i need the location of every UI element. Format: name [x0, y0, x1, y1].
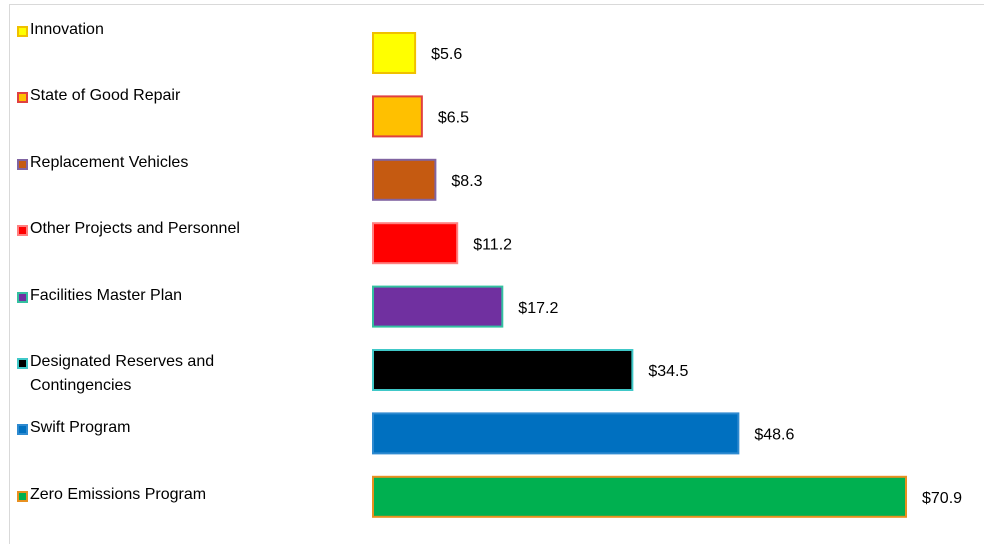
- value-label: $48.6: [754, 427, 794, 444]
- legend-swatch: [17, 424, 28, 436]
- chart-frame: [9, 4, 984, 544]
- legend-entry: Designated Reserves and Contingencies: [17, 350, 337, 398]
- category-label: Designated Reserves and Contingencies: [30, 353, 215, 394]
- bar: [372, 95, 423, 138]
- value-label: $5.6: [431, 46, 462, 63]
- category-label: Zero Emissions Program: [30, 485, 207, 503]
- legend-entry: Swift Program: [17, 416, 337, 440]
- legend-swatch: [17, 358, 28, 369]
- legend-swatch: [17, 490, 28, 502]
- category-label: Swift Program: [30, 419, 131, 437]
- legend-entry: State of Good Repair: [17, 84, 337, 108]
- legend-entry: Replacement Vehicles: [17, 151, 337, 175]
- category-label: Facilities Master Plan: [30, 286, 183, 304]
- bar: [372, 412, 740, 455]
- legend-entry: Innovation: [17, 18, 337, 42]
- legend-entry: Facilities Master Plan: [17, 284, 337, 308]
- legend-swatch: [17, 26, 28, 37]
- bar: [372, 285, 504, 328]
- value-label: $70.9: [922, 490, 962, 507]
- bar: [372, 158, 437, 201]
- value-label: $11.2: [473, 236, 512, 253]
- category-label: Other Projects and Personnel: [30, 220, 240, 238]
- bar: [372, 349, 634, 391]
- legend-swatch: [17, 92, 28, 104]
- value-label: $6.5: [438, 110, 469, 127]
- legend-swatch: [17, 158, 28, 170]
- category-label: State of Good Repair: [30, 87, 181, 105]
- bar: [372, 475, 907, 518]
- bar: [372, 32, 417, 74]
- bar: [372, 222, 459, 265]
- value-label: $17.2: [518, 300, 558, 317]
- legend-entry: Other Projects and Personnel: [17, 217, 337, 241]
- legend-entry: Zero Emissions Program: [17, 483, 337, 507]
- legend-swatch: [17, 291, 28, 303]
- value-label: $8.3: [451, 173, 482, 190]
- value-label: $34.5: [648, 363, 688, 380]
- legend-swatch: [17, 225, 28, 237]
- category-label: Innovation: [30, 21, 104, 38]
- category-label: Replacement Vehicles: [30, 153, 189, 171]
